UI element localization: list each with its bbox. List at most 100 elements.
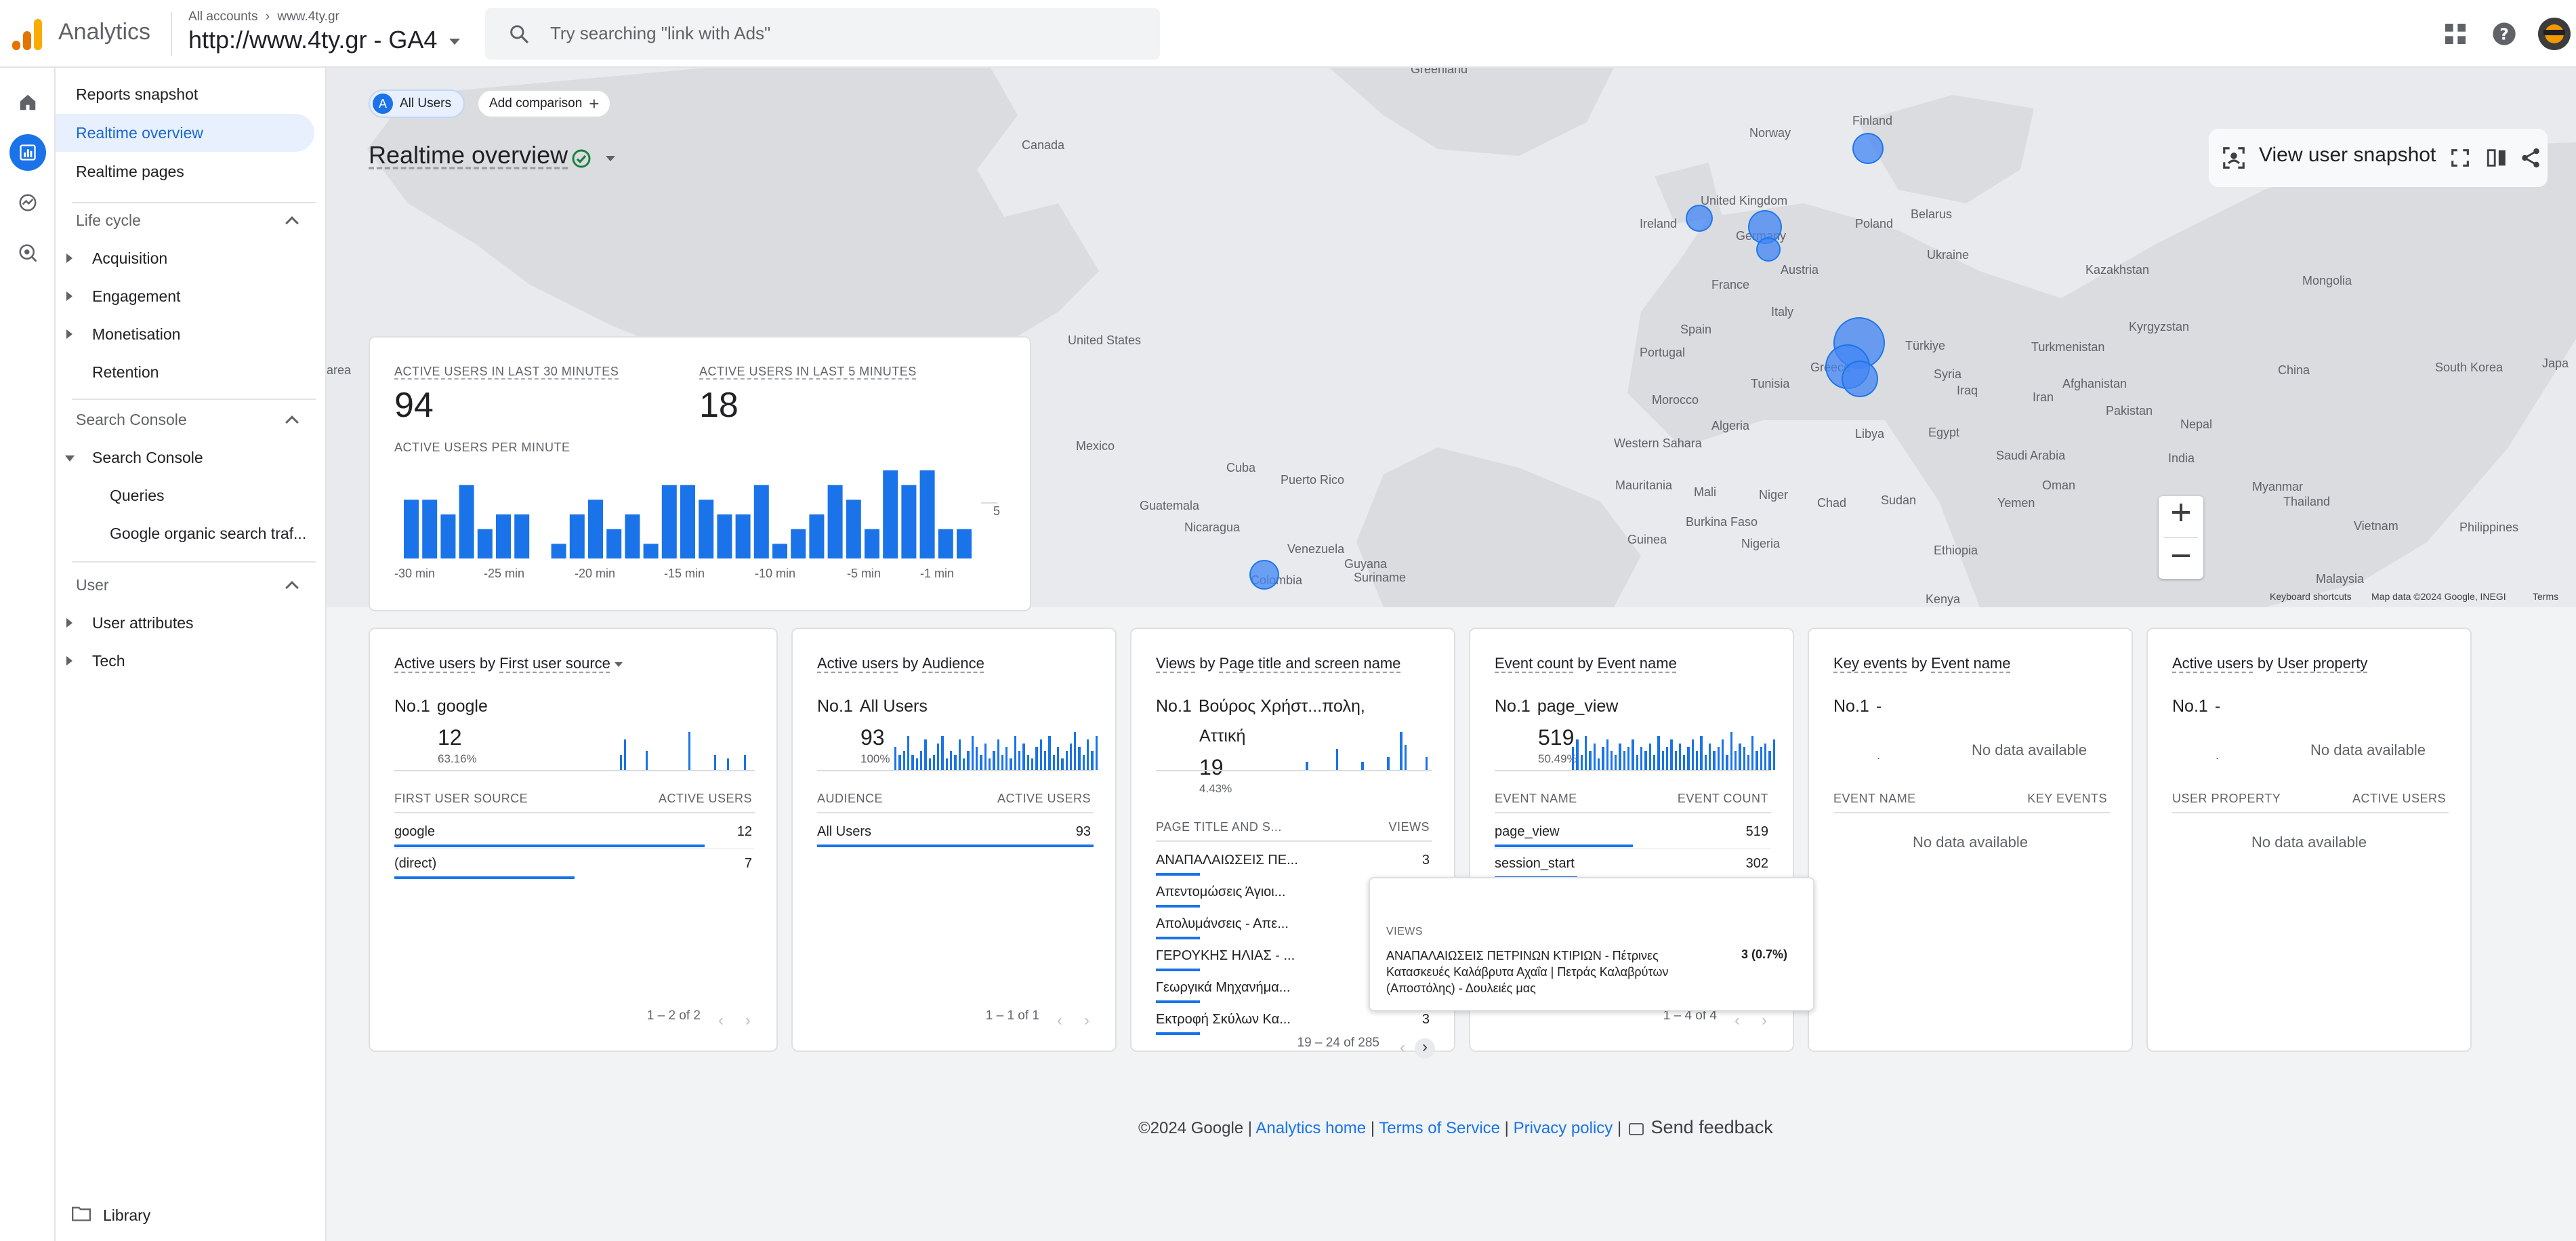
folder-icon[interactable]	[72, 1205, 91, 1221]
card-title-metric[interactable]: Views	[1156, 655, 1196, 672]
nav-realtime-pages[interactable]: Realtime pages	[76, 163, 184, 180]
user-location-dot[interactable]	[1756, 237, 1781, 262]
active-30-label[interactable]: ACTIVE USERS IN LAST 30 MINUTES	[394, 365, 619, 378]
segment-chip[interactable]: A All Users	[369, 89, 465, 118]
chart-bar[interactable]	[699, 500, 714, 558]
expand-caret-icon[interactable]	[66, 656, 72, 666]
expand-caret-icon[interactable]	[66, 618, 72, 628]
chart-bar[interactable]	[809, 514, 825, 558]
chart-bar[interactable]	[625, 514, 640, 558]
chart-bar[interactable]	[661, 485, 677, 558]
expand-caret-icon[interactable]	[66, 291, 72, 301]
footer-analytics-home-link[interactable]: Analytics home	[1255, 1119, 1367, 1137]
nav-tech[interactable]: Tech	[92, 652, 125, 670]
collapse-chevron-icon[interactable]	[285, 415, 299, 429]
breadcrumb-account[interactable]: www.4ty.gr	[277, 9, 339, 24]
chart-bar[interactable]	[791, 529, 806, 558]
dimension-dropdown-icon[interactable]	[614, 662, 623, 667]
property-selector[interactable]: http://www.4ty.gr - GA4	[188, 26, 461, 54]
next-page-icon[interactable]: ›	[1762, 1011, 1767, 1030]
table-row-label[interactable]: Απολυμάνσεις - Απε...	[1156, 916, 1289, 931]
nav-engagement[interactable]: Engagement	[92, 287, 181, 305]
nav-realtime-overview[interactable]: Realtime overview	[76, 124, 203, 142]
table-row-label[interactable]: ΑΝΑΠΑΛΑΙΩΣΕΙΣ ΠΕ...	[1156, 853, 1298, 868]
title-dropdown-icon[interactable]	[606, 156, 615, 161]
advertising-icon[interactable]	[9, 235, 46, 271]
view-user-snapshot-button[interactable]: View user snapshot	[2259, 144, 2436, 166]
expand-caret-icon[interactable]	[66, 253, 72, 263]
footer-send-feedback-link[interactable]: Send feedback	[1650, 1117, 1773, 1137]
sparkline-chart[interactable]	[1233, 732, 1436, 770]
card-title-dimension[interactable]: Event name	[1931, 655, 2011, 672]
chart-bar[interactable]	[477, 529, 493, 558]
footer-privacy-link[interactable]: Privacy policy	[1513, 1119, 1613, 1137]
footer-terms-link[interactable]: Terms of Service	[1379, 1119, 1500, 1137]
breadcrumb-root[interactable]: All accounts	[188, 9, 258, 24]
chart-bar[interactable]	[551, 544, 566, 558]
table-row-label[interactable]: All Users	[817, 824, 872, 839]
chart-bar[interactable]	[938, 529, 953, 558]
breadcrumb[interactable]: All accounts › www.4ty.gr	[188, 9, 339, 24]
previous-page-icon[interactable]: ‹	[1057, 1011, 1062, 1030]
sparkline-chart[interactable]	[1572, 732, 1775, 770]
chart-bar[interactable]	[514, 514, 530, 558]
card-title-dimension[interactable]: Audience	[922, 655, 984, 672]
chart-bar[interactable]	[901, 485, 917, 558]
analytics-logo-icon[interactable]	[12, 19, 42, 50]
add-comparison-button[interactable]: Add comparison +	[477, 89, 612, 118]
chart-bar[interactable]	[569, 514, 585, 558]
card-title-metric[interactable]: Key events	[1833, 655, 1907, 672]
chart-bar[interactable]	[883, 470, 898, 558]
user-location-dot[interactable]	[1852, 133, 1884, 164]
collapse-chevron-icon[interactable]	[285, 581, 299, 594]
table-row-label[interactable]: Εκτροφή Σκύλων Κα...	[1156, 1012, 1291, 1027]
help-icon[interactable]: ?	[2491, 20, 2518, 47]
table-row-label[interactable]: Απεντομώσεις Άγιοι...	[1156, 884, 1286, 899]
sparkline-chart[interactable]	[894, 732, 1098, 770]
card-title-dimension[interactable]: Event name	[1597, 655, 1677, 672]
previous-page-icon[interactable]: ‹	[718, 1011, 724, 1030]
nav-search-console[interactable]: Search Console	[92, 449, 203, 466]
card-title-metric[interactable]: Event count	[1495, 655, 1574, 672]
search-bar[interactable]: Try searching "link with Ads"	[485, 8, 1160, 60]
user-location-dot[interactable]	[1748, 210, 1782, 244]
previous-page-icon[interactable]: ‹	[1400, 1038, 1405, 1057]
table-row-label[interactable]: session_start	[1495, 856, 1575, 871]
check-circle-icon[interactable]	[570, 148, 592, 169]
card-title-metric[interactable]: Active users	[394, 655, 476, 672]
card-title-dimension[interactable]: User property	[2277, 655, 2368, 672]
active-5-label[interactable]: ACTIVE USERS IN LAST 5 MINUTES	[699, 365, 917, 378]
chart-bar[interactable]	[957, 529, 972, 558]
chart-bar[interactable]	[827, 485, 843, 558]
chart-bar[interactable]	[772, 544, 787, 558]
sparkline-chart[interactable]	[556, 732, 759, 770]
card-title-dimension[interactable]: First user source	[499, 655, 610, 672]
user-location-dot[interactable]	[1686, 205, 1713, 232]
table-row-label[interactable]: page_view	[1495, 824, 1560, 839]
nav-retention[interactable]: Retention	[92, 363, 159, 381]
compare-view-icon[interactable]	[2485, 146, 2508, 169]
explore-icon[interactable]	[9, 184, 46, 221]
apps-grid-icon[interactable]	[2442, 20, 2469, 47]
expand-caret-icon[interactable]	[66, 329, 72, 339]
collapse-chevron-icon[interactable]	[285, 216, 299, 230]
nav-library[interactable]: Library	[103, 1206, 151, 1224]
chart-bar[interactable]	[919, 470, 935, 558]
chart-bar[interactable]	[717, 514, 732, 558]
chart-bar[interactable]	[459, 485, 474, 558]
user-location-dot[interactable]	[1249, 560, 1279, 590]
user-location-dot[interactable]	[1842, 361, 1878, 397]
zoom-out-icon[interactable]	[2172, 554, 2190, 557]
nav-reports-snapshot[interactable]: Reports snapshot	[76, 85, 199, 103]
card-title-dimension[interactable]: Page title and screen name	[1219, 655, 1401, 672]
table-row-label[interactable]: Γεωργικά Μηχανήμα...	[1156, 980, 1291, 995]
chart-bar[interactable]	[422, 500, 438, 558]
chart-bar[interactable]	[496, 514, 511, 558]
share-icon[interactable]	[2519, 146, 2542, 169]
chart-bar[interactable]	[680, 485, 695, 558]
card-title-metric[interactable]: Active users	[2172, 655, 2253, 672]
zoom-in-icon-stem[interactable]	[2180, 504, 2182, 521]
table-row-label[interactable]: (direct)	[394, 856, 437, 871]
chart-bar[interactable]	[404, 500, 419, 558]
nav-user-attributes[interactable]: User attributes	[92, 614, 194, 632]
